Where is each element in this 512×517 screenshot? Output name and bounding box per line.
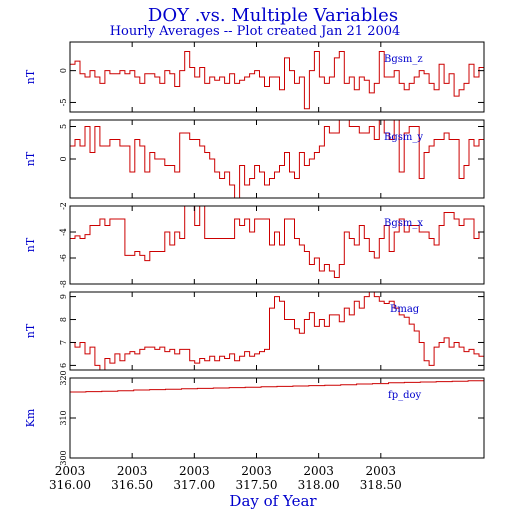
series-line <box>70 51 484 110</box>
x-tick-label: 318.00 <box>298 478 340 492</box>
y-tick-label: 0 <box>59 156 68 161</box>
y-tick-label: -6 <box>59 254 68 262</box>
panel-2: 0 5 nT Bgsm_y <box>24 119 485 199</box>
y-tick-label: 5 <box>59 124 68 129</box>
x-tick-year-label: 2003 <box>55 464 86 478</box>
panel-4: 6 7 8 9 nT Bmag <box>24 291 485 371</box>
y-axis-title: nT <box>24 237 37 252</box>
y-tick-label: 9 <box>59 294 68 299</box>
y-tick-label: 7 <box>59 340 68 345</box>
panel-frame <box>69 205 485 285</box>
x-tick-label: 317.50 <box>235 478 277 492</box>
series-label: Bgsm_z <box>384 54 423 65</box>
x-tick-label: 318.50 <box>360 478 402 492</box>
x-tick-year-label: 2003 <box>241 464 272 478</box>
y-axis-title: nT <box>24 323 37 338</box>
chart-title: DOY .vs. Multiple Variables <box>148 5 398 26</box>
panel-frame <box>69 291 485 371</box>
series-label: Bmag <box>390 304 420 315</box>
y-tick-label: 320 <box>59 370 68 385</box>
panel-frame <box>69 41 485 113</box>
x-axis-title: Day of Year <box>229 492 317 510</box>
series-line <box>70 119 484 199</box>
x-tick-year-label: 2003 <box>117 464 148 478</box>
x-tick-year-label: 2003 <box>179 464 210 478</box>
y-axis-title: Km <box>24 408 37 427</box>
x-tick-label: 316.00 <box>49 478 91 492</box>
y-tick-label: 0 <box>59 68 68 73</box>
y-tick-label: -2 <box>59 202 68 210</box>
series-label: fp_doy <box>388 390 422 401</box>
x-tick-year-label: 2003 <box>303 464 334 478</box>
series-label: Bgsm_x <box>384 218 423 229</box>
series-label: Bgsm_y <box>384 132 423 143</box>
panel-3: -8 -6 -4 -2 nT Bgsm_x <box>24 202 485 288</box>
series-line <box>70 380 484 393</box>
y-tick-label: 6 <box>59 363 68 368</box>
panel-frame <box>69 377 485 459</box>
y-tick-label: -8 <box>59 280 68 288</box>
y-tick-label: -5 <box>59 99 68 107</box>
x-tick-year-label: 2003 <box>366 464 397 478</box>
y-tick-label: -4 <box>59 228 68 236</box>
y-tick-label: 310 <box>59 410 68 425</box>
y-tick-label: 8 <box>59 317 68 322</box>
panel-1: -5 0 nT Bgsm_z <box>24 41 485 113</box>
series-line <box>70 205 484 278</box>
x-axis-labels: 2003316.002003316.502003317.002003317.50… <box>49 464 402 492</box>
panel-5: 300 310 320 Km fp_doy <box>24 370 485 466</box>
series-line <box>70 291 484 371</box>
chart-subtitle: Hourly Averages -- Plot created Jan 21 2… <box>110 24 401 39</box>
x-tick-label: 316.50 <box>111 478 153 492</box>
y-tick-label: 300 <box>59 450 68 465</box>
panels: -5 0 nT Bgsm_z 0 5 nT Bgsm_y -8 -6 -4 -2 nT Bgsm_x 6 7 8… <box>24 41 485 466</box>
y-axis-title: nT <box>24 151 37 166</box>
x-tick-label: 317.00 <box>173 478 215 492</box>
y-axis-title: nT <box>24 69 37 84</box>
